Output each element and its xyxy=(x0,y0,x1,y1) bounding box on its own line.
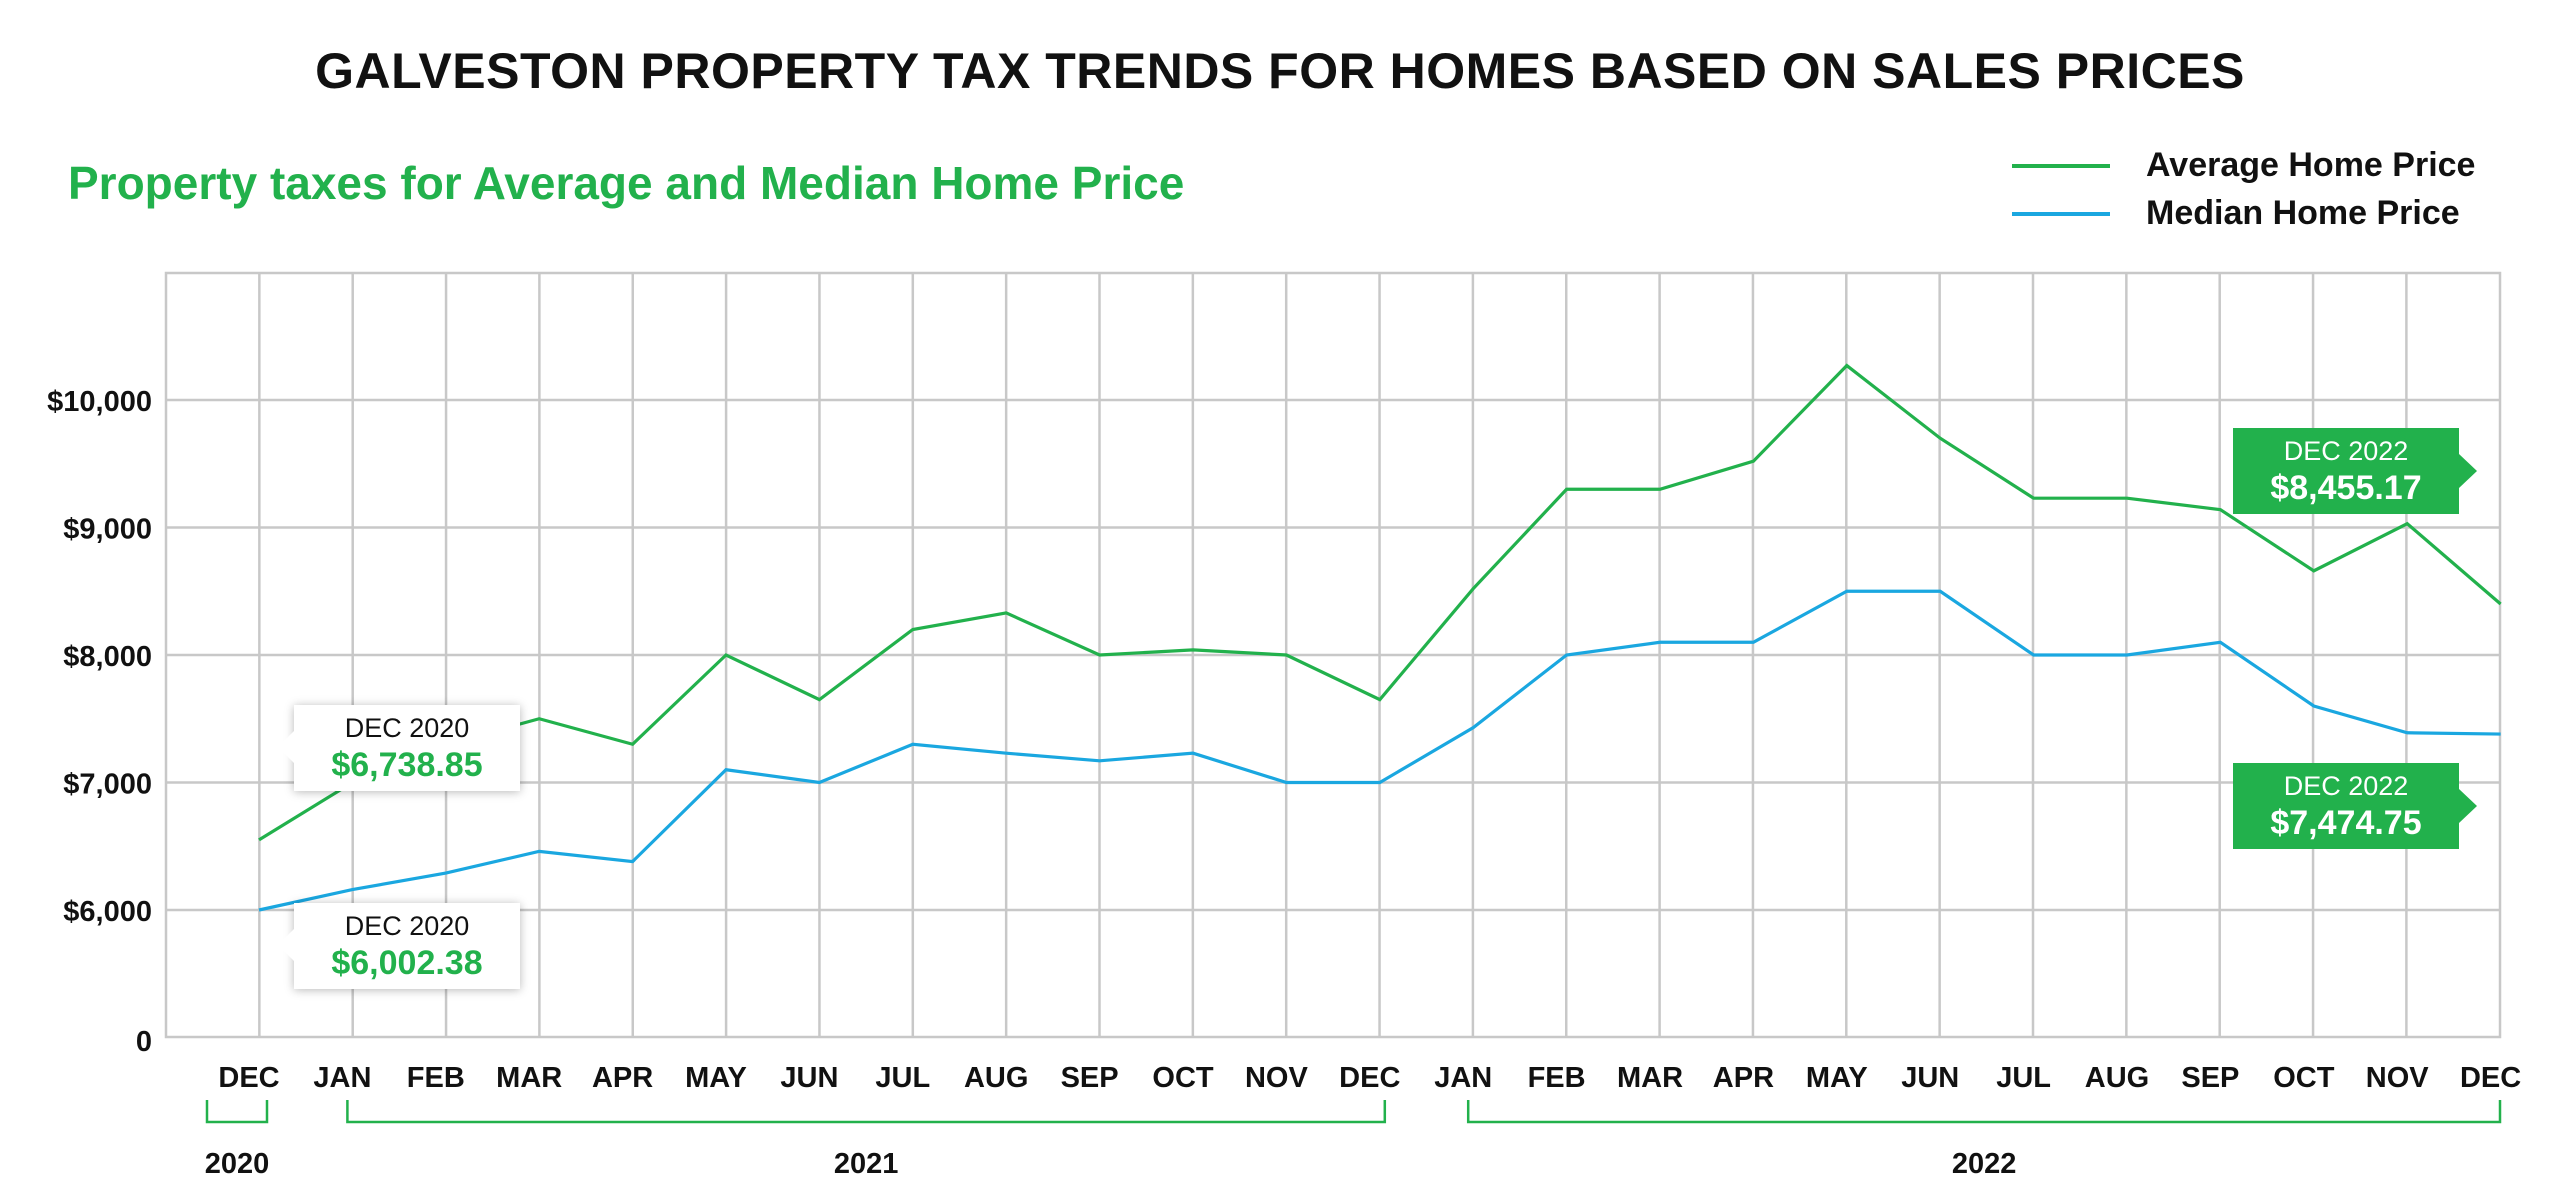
callout-pointer xyxy=(2459,789,2477,823)
x-tick-label: APR xyxy=(1713,1062,1774,1094)
x-tick-label: APR xyxy=(592,1062,653,1094)
callout-date: DEC 2022 xyxy=(2283,436,2409,466)
callout-pointer xyxy=(278,929,294,961)
legend-label-median: Median Home Price xyxy=(2146,194,2460,232)
x-tick-label: MAR xyxy=(496,1062,562,1094)
callout-value: $6,002.38 xyxy=(331,944,483,982)
x-tick-label: JAN xyxy=(313,1062,371,1094)
x-tick-label: SEP xyxy=(2181,1062,2239,1094)
y-tick-label: $8,000 xyxy=(63,641,152,673)
y-tick-label: $10,000 xyxy=(47,386,152,418)
legend-swatch-median xyxy=(2012,212,2110,216)
year-label: 2021 xyxy=(834,1148,899,1180)
callout-value: $8,455.17 xyxy=(2270,469,2422,507)
x-tick-label: AUG xyxy=(964,1062,1028,1094)
callout-dec-2020-median: DEC 2020 $6,002.38 xyxy=(278,903,520,989)
x-tick-label: OCT xyxy=(2273,1062,2335,1094)
x-tick-label: SEP xyxy=(1061,1062,1119,1094)
x-tick-label: DEC xyxy=(2460,1062,2521,1094)
x-tick-label: NOV xyxy=(1245,1062,1309,1094)
year-label: 2022 xyxy=(1952,1148,2017,1180)
x-tick-label: MAR xyxy=(1617,1062,1683,1094)
x-tick-label: DEC xyxy=(218,1062,279,1094)
x-tick-label: JUL xyxy=(875,1062,930,1094)
y-tick-label: $6,000 xyxy=(63,896,152,928)
x-tick-label: MAY xyxy=(685,1062,747,1094)
x-tick-label: NOV xyxy=(2366,1062,2430,1094)
x-tick-label: MAY xyxy=(1806,1062,1868,1094)
y-tick-label: $7,000 xyxy=(63,769,152,801)
callout-date: DEC 2020 xyxy=(344,713,470,743)
legend-swatch-average xyxy=(2012,164,2110,168)
x-tick-label: JUN xyxy=(1901,1062,1959,1094)
x-tick-label: OCT xyxy=(1152,1062,1214,1094)
year-bracket xyxy=(346,1100,1387,1124)
callout-value: $7,474.75 xyxy=(2270,804,2422,842)
year-bracket xyxy=(205,1100,269,1124)
x-tick-label: JUN xyxy=(780,1062,838,1094)
y-tick-label: $9,000 xyxy=(63,514,152,546)
x-tick-label: JUL xyxy=(1996,1062,2051,1094)
x-tick-label: AUG xyxy=(2085,1062,2149,1094)
x-tick-label: FEB xyxy=(407,1062,465,1094)
y-tick-label: 0 xyxy=(136,1026,152,1058)
x-tick-label: FEB xyxy=(1528,1062,1586,1094)
x-tick-label: JAN xyxy=(1434,1062,1492,1094)
chart-title: GALVESTON PROPERTY TAX TRENDS FOR HOMES … xyxy=(315,43,2245,99)
x-tick-label: DEC xyxy=(1339,1062,1400,1094)
year-bracket xyxy=(1466,1100,2502,1124)
chart-subtitle: Property taxes for Average and Median Ho… xyxy=(68,157,1185,209)
year-label: 2020 xyxy=(205,1148,270,1180)
legend-label-average: Average Home Price xyxy=(2146,146,2476,184)
callout-dec-2022-average: DEC 2022 $8,455.17 xyxy=(2233,428,2477,514)
callout-value: $6,738.85 xyxy=(331,746,483,784)
callout-dec-2020-average: DEC 2020 $6,738.85 xyxy=(278,705,520,791)
callout-date: DEC 2020 xyxy=(344,911,470,941)
callout-pointer xyxy=(2459,454,2477,488)
callout-date: DEC 2022 xyxy=(2283,771,2409,801)
callout-pointer xyxy=(278,731,294,763)
callout-dec-2022-median: DEC 2022 $7,474.75 xyxy=(2233,763,2477,849)
